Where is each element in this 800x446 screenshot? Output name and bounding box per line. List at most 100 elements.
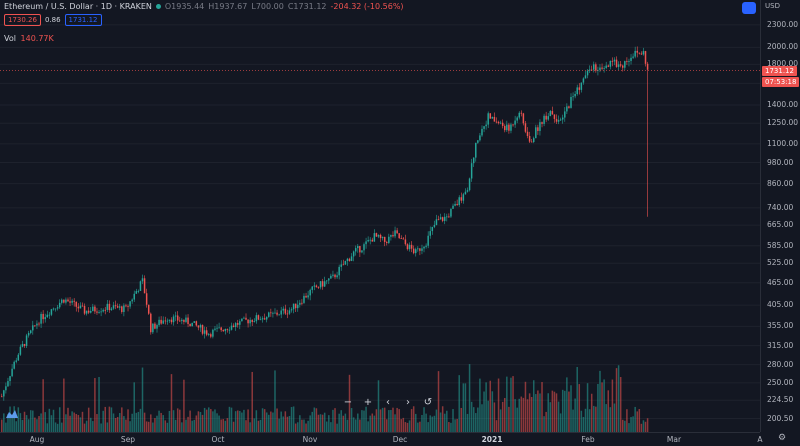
volume-bar (516, 407, 518, 432)
candle-body (369, 239, 371, 241)
currency-label[interactable]: USD (765, 2, 780, 10)
candle-body (340, 264, 342, 267)
volume-bar (7, 413, 9, 432)
candle-body (537, 127, 539, 131)
volume-bar (133, 382, 135, 432)
volume-bar (212, 411, 214, 432)
candle-body (145, 293, 148, 305)
candle-body (245, 317, 247, 320)
candle-body (58, 302, 61, 308)
volume-bar (27, 419, 30, 432)
volume-bar (187, 416, 189, 432)
candle-body (112, 305, 115, 309)
volume-bar (578, 384, 581, 432)
volume-bar (526, 399, 529, 432)
price-tick-label: 665.00 (767, 220, 794, 230)
candle-body (71, 300, 73, 303)
candle-body (506, 124, 508, 131)
volume-bar (433, 415, 436, 432)
price-chart[interactable]: Ethereum / U.S. Dollar · 1D · KRAKEN O19… (0, 0, 760, 432)
volume-bar (421, 415, 423, 432)
volume-bar (452, 409, 454, 432)
candle-body (106, 303, 109, 310)
candle-body (499, 122, 502, 124)
volume-bar (96, 414, 98, 432)
volume-bar (429, 415, 431, 432)
symbol-title[interactable]: Ethereum / U.S. Dollar · 1D · KRAKEN (4, 2, 152, 11)
volume-bar (549, 402, 552, 432)
candle-body (568, 106, 570, 108)
volume-bar (373, 415, 376, 432)
candle-body (32, 325, 34, 331)
tradingview-logo-icon[interactable] (5, 408, 19, 420)
volume-bar (495, 420, 498, 432)
candle-body (129, 301, 131, 307)
candle-body (299, 302, 301, 305)
candle-body (379, 234, 382, 239)
candle-body (25, 335, 28, 346)
candle-body (443, 216, 446, 221)
candle-body (644, 51, 647, 64)
candle-body (168, 319, 171, 321)
candle-body (551, 111, 554, 115)
candle-body (433, 224, 436, 227)
candle-body (11, 368, 13, 377)
volume-bar (174, 419, 177, 432)
volume-bar (205, 409, 208, 432)
sell-button[interactable]: 1730.26 (4, 14, 41, 26)
volume-bar (230, 407, 233, 432)
volume-bar (284, 411, 287, 432)
reset-chart-button[interactable]: ↺ (423, 397, 433, 408)
volume-bar (181, 422, 183, 432)
volume-bar (220, 419, 222, 432)
volume-bar (50, 415, 53, 432)
volume-bar (259, 419, 262, 432)
volume-bar (622, 419, 624, 432)
chart-canvas[interactable] (0, 0, 760, 432)
candle-body (183, 319, 185, 322)
candle-body (50, 309, 53, 315)
ohlc-open: O1935.44 (164, 2, 205, 11)
candle-body (7, 381, 9, 387)
time-axis[interactable]: Aug Sep Oct Nov Dec 2021 Feb Mar A (0, 432, 763, 446)
camera-icon[interactable] (742, 2, 756, 14)
candle-body (263, 318, 266, 320)
scroll-right-button[interactable]: › (406, 397, 410, 408)
volume-bar (87, 407, 90, 432)
volume-bar (528, 393, 531, 432)
candle-body (46, 314, 49, 318)
scroll-left-button[interactable]: ‹ (386, 397, 390, 408)
candle-body (481, 128, 483, 136)
settings-gear-icon[interactable]: ⚙ (778, 433, 787, 443)
volume-bar (485, 382, 487, 432)
zoom-in-button[interactable]: + (363, 397, 373, 408)
candle-body (81, 305, 84, 307)
candle-body (595, 64, 597, 71)
candle-body (328, 278, 330, 281)
price-tick-label: 1800.00 (767, 59, 799, 69)
time-tick-label: Feb (581, 435, 595, 444)
price-tick-label: 1100.00 (767, 138, 799, 148)
candle-body (125, 305, 127, 307)
candle-body (36, 323, 38, 326)
candle-body (605, 65, 607, 69)
candle-body (460, 197, 463, 201)
candle-body (94, 306, 96, 312)
price-axis[interactable]: USD 2300.002000.001800.001600.001400.001… (760, 0, 800, 432)
volume-bar (46, 423, 49, 432)
candle-body (354, 248, 357, 252)
volume-bar (241, 412, 243, 432)
volume-bar (232, 421, 235, 432)
volume-bar (454, 419, 456, 432)
volume-bar (104, 406, 106, 432)
candle-body (276, 312, 278, 315)
volume-bar (32, 410, 34, 432)
volume-bar (116, 416, 119, 432)
volume-bar (593, 405, 595, 432)
candle-body (371, 239, 374, 242)
candle-body (208, 334, 210, 336)
candle-body (396, 230, 398, 234)
zoom-out-button[interactable]: − (343, 397, 353, 408)
buy-button[interactable]: 1731.12 (64, 14, 102, 26)
candle-body (270, 312, 272, 314)
